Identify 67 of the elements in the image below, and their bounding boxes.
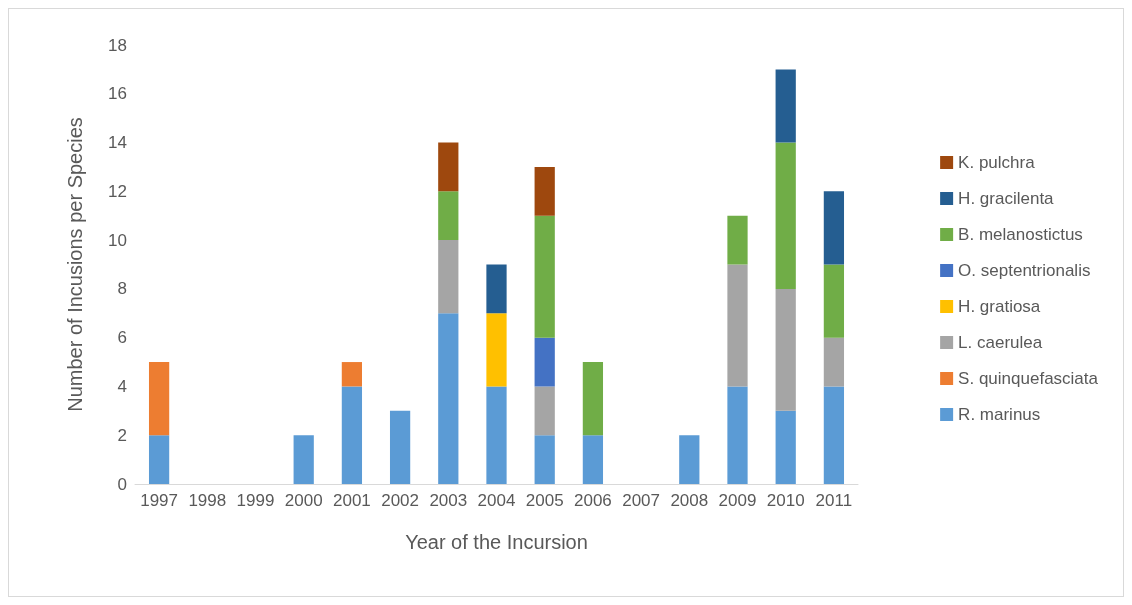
x-tick-label: 2009 [718, 491, 757, 510]
bar [582, 362, 604, 436]
bar [293, 435, 314, 484]
legend-label: H. gratiosa [958, 297, 1041, 316]
bar [775, 410, 796, 484]
bar [534, 386, 555, 436]
bar [534, 337, 555, 387]
y-axis-title: Number of Incusions per Species [64, 117, 86, 412]
x-tick-label: 1997 [140, 491, 179, 510]
bar [438, 240, 459, 314]
bar [679, 435, 700, 484]
bar [775, 142, 796, 289]
x-tick-label: 2010 [766, 491, 805, 510]
y-tick-label: 16 [108, 84, 127, 104]
bar [823, 337, 845, 387]
bar [486, 386, 507, 484]
bar [438, 313, 459, 484]
y-tick-label: 6 [117, 328, 127, 348]
y-tick-label: 14 [108, 133, 127, 153]
y-tick-label: 8 [117, 279, 127, 299]
bar [341, 362, 363, 387]
bar [148, 362, 170, 436]
bar [534, 166, 555, 216]
bar [823, 191, 845, 265]
y-tick-label: 10 [108, 230, 127, 250]
bar [438, 191, 459, 241]
bar [341, 386, 363, 484]
legend-label: S. quinquefasciata [958, 369, 1099, 388]
bar [582, 435, 604, 484]
bar [775, 69, 796, 143]
legend-label: B. melanostictus [958, 225, 1083, 244]
bar [727, 386, 748, 484]
x-tick-label: 2004 [477, 491, 516, 510]
x-tick-label: 2008 [670, 491, 709, 510]
x-tick-label: 1999 [236, 491, 275, 510]
legend-label: H. gracilenta [958, 189, 1055, 208]
legend-label: K. pulchra [958, 153, 1036, 172]
bar [389, 410, 411, 484]
x-axis-title: Year of the Incursion [405, 531, 588, 553]
bar [775, 288, 796, 411]
legend-label: R. marinus [958, 405, 1041, 424]
x-tick-label: 2001 [332, 491, 371, 510]
bar [727, 215, 748, 265]
x-tick-label: 2005 [525, 491, 564, 510]
bar [534, 215, 555, 338]
bar [534, 435, 555, 484]
bar [148, 435, 170, 484]
y-tick-label: 12 [108, 181, 127, 201]
x-tick-label: 2002 [381, 491, 420, 510]
x-tick-label: 2000 [284, 491, 323, 510]
y-tick-label: 4 [117, 376, 127, 396]
y-tick-label: 2 [117, 425, 127, 445]
y-tick-label: 0 [117, 474, 127, 494]
legend-label: O. septentrionalis [958, 261, 1091, 280]
bar [823, 264, 845, 338]
x-tick-label: 2003 [429, 491, 468, 510]
y-tick-label: 18 [108, 35, 127, 55]
bar [486, 264, 507, 314]
bar [727, 264, 748, 387]
legend-label: L. caerulea [958, 333, 1043, 352]
bar [438, 142, 459, 192]
x-tick-label: 1998 [188, 491, 227, 510]
x-tick-label: 2011 [815, 491, 853, 510]
x-tick-label: 2007 [622, 491, 661, 510]
x-tick-label: 2006 [573, 491, 612, 510]
bar [823, 386, 845, 484]
bar [486, 313, 507, 387]
